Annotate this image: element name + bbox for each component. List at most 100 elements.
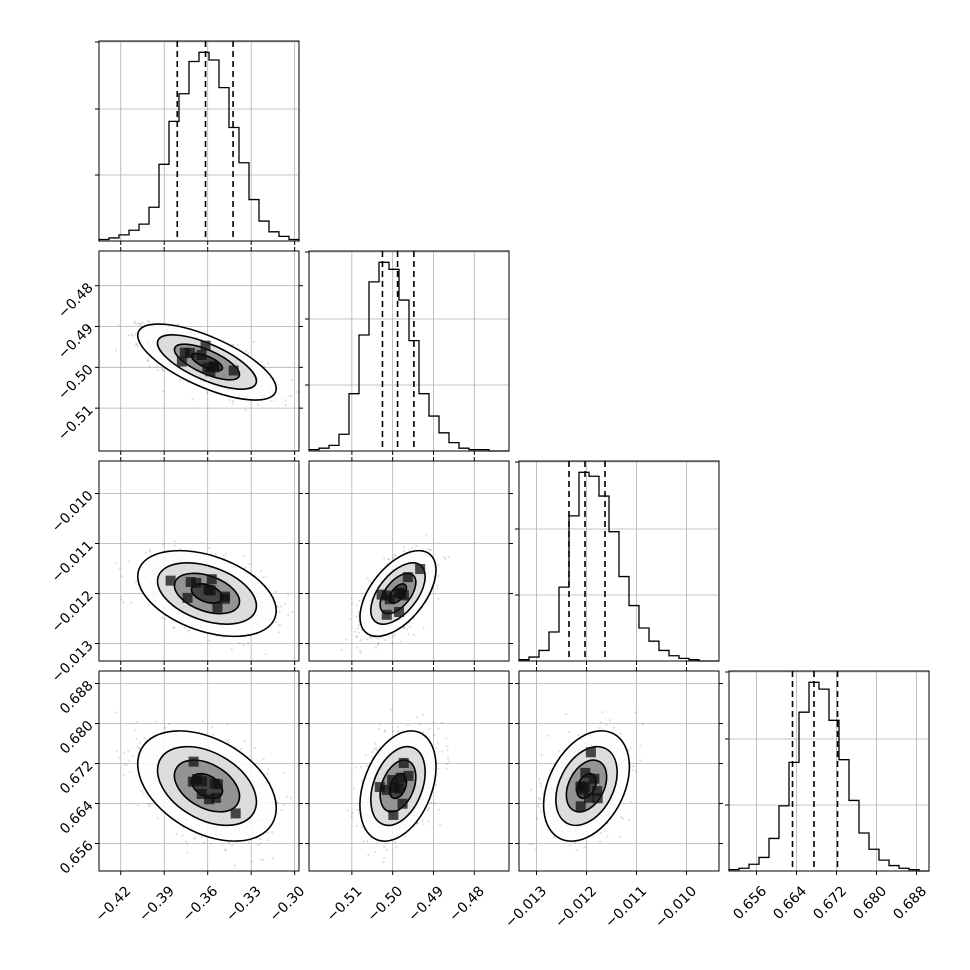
sample-point — [162, 390, 165, 393]
sample-point — [146, 359, 150, 362]
sample-point — [270, 399, 273, 403]
sample-point — [393, 633, 396, 636]
sample-point — [253, 746, 256, 750]
sample-point — [402, 550, 405, 553]
sample-point — [287, 593, 290, 597]
sample-point — [384, 639, 387, 642]
sample-point — [407, 633, 410, 636]
sample-point — [238, 642, 241, 645]
sample-point — [447, 555, 450, 559]
sample-point — [115, 349, 118, 352]
sample-point — [290, 378, 293, 381]
sample-point — [288, 394, 291, 397]
sample-point — [355, 615, 358, 618]
hist-panel-2 — [515, 460, 720, 665]
scatter-panel-1-0 — [95, 247, 303, 455]
panel-content — [309, 461, 509, 661]
sample-point — [402, 627, 405, 630]
sample-point — [121, 575, 124, 578]
sample-point — [345, 638, 348, 641]
sample-point — [122, 773, 125, 776]
sample-point — [147, 604, 150, 607]
sample-point — [236, 344, 239, 347]
sample-point — [358, 599, 361, 602]
sample-point — [366, 577, 369, 580]
sample-point — [179, 378, 182, 381]
sample-point — [422, 626, 425, 629]
sample-point — [115, 562, 118, 565]
sample-point — [139, 322, 142, 325]
sample-point — [118, 567, 121, 570]
sample-point — [191, 398, 194, 401]
sample-point — [127, 334, 130, 337]
sample-point — [261, 576, 264, 579]
sample-point — [123, 763, 126, 766]
sample-point — [266, 362, 270, 365]
panel-frame — [98, 250, 300, 452]
sample-point — [355, 634, 358, 638]
sample-point — [284, 403, 287, 406]
sample-point — [131, 755, 134, 758]
sample-point — [187, 630, 190, 633]
sample-point — [279, 605, 282, 608]
sample-point — [148, 804, 151, 807]
sample-point — [141, 321, 144, 324]
density-cell — [176, 356, 187, 367]
sample-point — [133, 322, 137, 325]
sample-point — [436, 584, 439, 587]
sample-point — [225, 739, 228, 742]
sample-point — [156, 369, 159, 372]
sample-point — [173, 540, 176, 543]
density-cell — [376, 589, 387, 600]
sample-point — [127, 560, 131, 563]
sample-point — [161, 543, 164, 546]
density-cell — [402, 572, 413, 583]
sample-point — [388, 558, 391, 561]
sample-point — [258, 838, 261, 841]
sample-point — [429, 548, 432, 551]
sample-point — [391, 642, 394, 645]
density-cell — [196, 350, 207, 361]
sample-point — [208, 639, 211, 642]
sample-point — [264, 576, 267, 579]
density-cell — [393, 587, 404, 598]
density-cell — [165, 575, 176, 586]
panel-content — [99, 251, 299, 451]
sample-point — [148, 320, 151, 323]
sample-point — [120, 598, 123, 601]
sample-point — [393, 635, 396, 638]
sample-point — [212, 733, 215, 736]
sample-point — [122, 601, 125, 604]
density-cell — [179, 347, 190, 358]
sample-point — [393, 553, 396, 557]
density-cell — [415, 564, 426, 575]
density-cell — [381, 609, 392, 620]
density-cell — [209, 362, 220, 373]
sample-point — [406, 628, 409, 631]
sample-point — [290, 395, 293, 398]
sample-point — [142, 792, 145, 796]
sample-point — [148, 365, 151, 368]
sample-point — [271, 857, 275, 860]
sample-point — [374, 646, 378, 649]
sample-point — [437, 597, 440, 601]
sample-point — [263, 365, 266, 368]
sample-point — [172, 626, 176, 629]
sample-point — [400, 640, 403, 643]
sample-point — [123, 751, 126, 754]
density-cell — [394, 606, 405, 617]
sample-point — [284, 399, 287, 402]
sample-point — [227, 741, 230, 744]
sample-point — [370, 636, 373, 639]
sample-point — [117, 756, 120, 759]
sample-point — [251, 860, 254, 863]
sample-point — [262, 858, 265, 862]
density-cell — [205, 585, 216, 596]
density-cell — [200, 340, 211, 351]
sample-point — [359, 651, 363, 654]
histogram-step — [98, 51, 300, 241]
sample-point — [260, 569, 263, 573]
sample-point — [247, 642, 250, 645]
panel-content — [99, 671, 299, 871]
sample-point — [349, 618, 352, 621]
